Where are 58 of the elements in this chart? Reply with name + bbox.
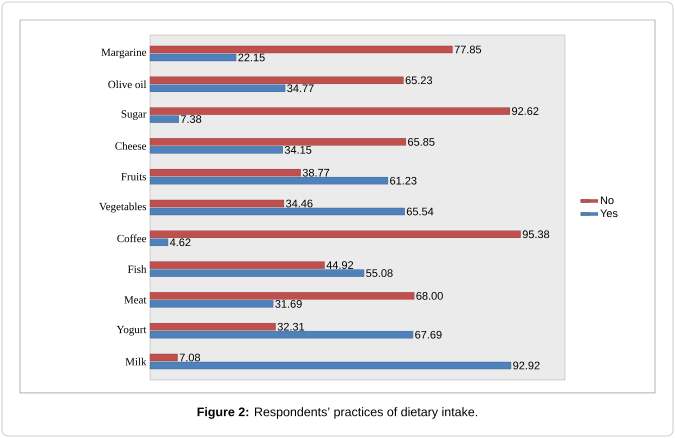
data-label: 7.08: [180, 354, 200, 362]
y-tick-label: Vegetables: [99, 202, 146, 212]
bar: [150, 138, 406, 146]
bar: [150, 269, 364, 277]
data-label: 22.15: [238, 54, 265, 62]
bar: [150, 323, 276, 330]
data-label: 92.62: [512, 107, 538, 115]
legend-label: No: [600, 196, 614, 204]
y-tick-label: Milk: [125, 358, 146, 366]
text: Figure 2: Respondents’ practices of dietary intake.: [198, 407, 478, 419]
bar: [150, 107, 510, 115]
data-label: 77.85: [454, 46, 482, 54]
y-tick-label: Margarine: [101, 48, 146, 58]
data-label: 68.00: [416, 292, 443, 300]
data-label: 44.92: [326, 261, 354, 269]
data-label: 95.38: [522, 230, 550, 238]
bar: [150, 362, 512, 370]
legend-label: Yes: [600, 209, 618, 218]
data-label: 32.31: [278, 322, 304, 331]
bar: [150, 84, 286, 92]
bar: [150, 76, 404, 84]
data-label: 7.38: [180, 115, 202, 123]
data-label: 38.77: [302, 168, 330, 177]
bar: [150, 354, 178, 362]
data-label: 65.23: [406, 76, 432, 84]
data-label: 34.46: [286, 200, 313, 208]
data-label: 92.92: [513, 362, 540, 370]
bar: [150, 146, 283, 154]
bar: [150, 54, 236, 62]
data-label: 34.77: [287, 84, 314, 92]
bar: [150, 176, 388, 184]
data-label: 67.69: [415, 330, 442, 339]
data-label: 34.15: [284, 146, 312, 154]
y-tick-label: Cheese: [115, 142, 146, 150]
bar: [150, 46, 453, 54]
bar: [150, 300, 274, 308]
bar: [150, 238, 168, 246]
y-tick-label: Sugar: [122, 110, 146, 120]
bar: [150, 200, 284, 208]
bar: [150, 292, 414, 300]
bar: [150, 115, 179, 123]
bar: [150, 230, 521, 238]
y-tick-label: Coffee: [117, 234, 146, 242]
data-label: 61.23: [390, 176, 417, 185]
data-label: 65.85: [408, 138, 434, 146]
y-tick-label: Yogurt: [116, 326, 146, 336]
data-label: 65.54: [406, 208, 434, 216]
data-label: 4.62: [170, 238, 190, 246]
data-label: 55.08: [366, 269, 393, 277]
data-label: 31.69: [275, 300, 302, 308]
y-tick-label: Olive oil: [108, 80, 146, 88]
bar: [150, 168, 301, 176]
y-tick-label: Meat: [124, 296, 146, 304]
bar: [150, 331, 414, 338]
y-tick-label: Fruits: [121, 173, 146, 180]
bar: [150, 261, 325, 269]
y-tick-label: Fish: [128, 265, 146, 273]
bar: [150, 208, 405, 216]
